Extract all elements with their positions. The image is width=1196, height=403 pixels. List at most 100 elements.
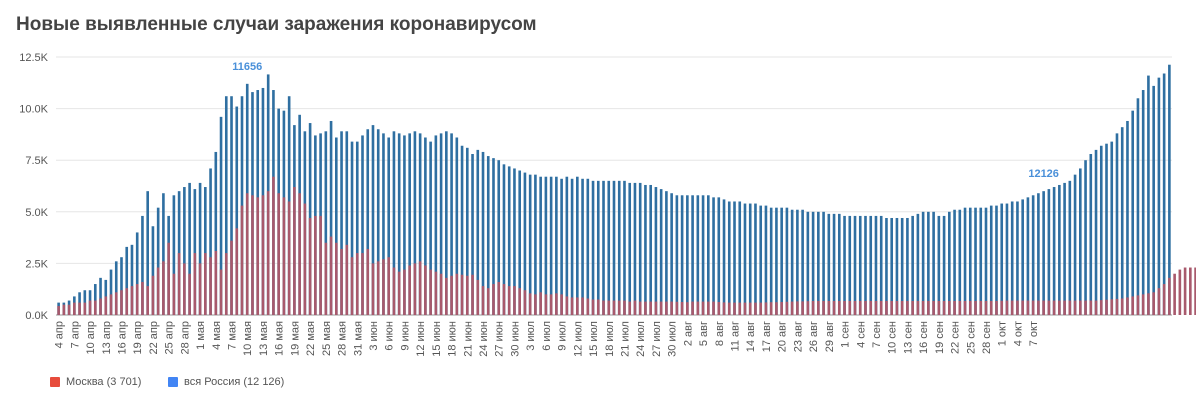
bar-russia	[942, 215, 946, 315]
bar-russia	[350, 141, 354, 315]
bar-moscow	[455, 273, 459, 315]
bar-russia	[528, 174, 532, 315]
x-tick-label: 20 авг	[777, 321, 789, 352]
bar-russia	[465, 147, 469, 315]
bar-russia	[434, 135, 438, 315]
bar-russia	[376, 129, 380, 315]
bar-russia	[408, 133, 411, 315]
x-tick-label: 12 июн	[415, 321, 427, 357]
bar-russia	[209, 168, 212, 315]
bar-moscow	[209, 257, 212, 315]
bar-moscow	[612, 300, 616, 315]
y-tick-label: 12.5K	[19, 52, 48, 64]
bar-moscow	[1120, 298, 1124, 315]
bar-moscow	[1021, 300, 1024, 315]
bar-russia	[560, 178, 563, 315]
legend-swatch-russia	[168, 377, 178, 387]
x-tick-label: 30 июл	[667, 321, 679, 357]
bar-moscow	[329, 236, 333, 315]
bar-moscow	[853, 300, 857, 315]
bar-moscow	[874, 300, 878, 315]
bar-russia	[518, 170, 521, 315]
bar-russia	[869, 215, 873, 315]
bar-russia	[523, 172, 527, 315]
bar-russia	[1120, 127, 1124, 316]
bar-moscow	[371, 263, 375, 315]
bar-russia	[974, 207, 977, 315]
bar-moscow	[366, 248, 370, 315]
bar-russia	[1052, 187, 1056, 315]
bar-russia	[429, 141, 432, 315]
x-tick-label: 4 апр	[54, 321, 66, 348]
bar-russia	[476, 149, 480, 315]
bar-moscow	[230, 240, 233, 315]
x-tick-label: 7 апр	[69, 321, 81, 348]
bar-russia	[418, 133, 422, 315]
bar-moscow	[214, 251, 218, 315]
bar-russia	[403, 135, 406, 315]
bar-russia	[366, 129, 370, 315]
bar-russia	[1068, 180, 1072, 315]
bar-moscow	[1147, 293, 1150, 315]
bar-russia	[392, 131, 396, 315]
peak-annotation: 11656	[232, 61, 262, 73]
bar-russia	[701, 195, 705, 315]
bar-russia	[722, 199, 726, 315]
bar-moscow	[659, 301, 663, 315]
bar-moscow	[57, 306, 60, 315]
x-tick-label: 28 апр	[179, 321, 191, 354]
bar-moscow	[670, 301, 673, 315]
x-tick-label: 4 сен	[855, 321, 867, 348]
bar-moscow	[691, 301, 694, 315]
bar-russia	[696, 195, 700, 315]
x-tick-label: 1 сен	[840, 321, 852, 348]
x-tick-label: 13 апр	[101, 321, 113, 354]
bar-russia	[555, 176, 558, 315]
x-tick-label: 4 мая	[211, 321, 223, 350]
bar-moscow	[801, 301, 804, 315]
bar-moscow	[906, 300, 909, 315]
bar-moscow	[1162, 284, 1166, 315]
bar-moscow	[769, 302, 773, 315]
bar-moscow	[1173, 273, 1176, 315]
bar-moscow	[141, 281, 144, 315]
bar-russia	[649, 184, 652, 315]
bar-moscow	[1194, 267, 1196, 315]
bar-moscow	[748, 302, 752, 315]
bar-moscow	[1016, 300, 1019, 315]
legend-item-russia[interactable]: вся Россия (12 126)	[168, 376, 284, 388]
bar-moscow	[911, 300, 914, 315]
legend-item-moscow[interactable]: Москва (3 701)	[50, 376, 141, 388]
bar-moscow	[675, 301, 679, 315]
y-tick-label: 7.5K	[25, 155, 48, 167]
bar-moscow	[555, 293, 558, 315]
bar-moscow	[576, 297, 579, 315]
bar-russia	[1147, 75, 1150, 316]
bar-russia	[114, 261, 118, 315]
bar-moscow	[1168, 277, 1171, 315]
bar-moscow	[73, 302, 76, 315]
bar-moscow	[596, 299, 600, 315]
y-tick-label: 2.5K	[25, 258, 48, 270]
bar-moscow	[272, 176, 275, 315]
bar-moscow	[895, 300, 899, 315]
x-tick-label: 10 апр	[85, 321, 97, 354]
bar-russia	[837, 213, 841, 315]
x-tick-label: 24 июн	[478, 321, 490, 357]
bar-moscow	[1068, 300, 1072, 315]
x-tick-label: 7 мая	[227, 321, 239, 350]
bar-russia	[958, 209, 962, 315]
bar-moscow	[1183, 267, 1187, 315]
bar-moscow	[335, 242, 338, 315]
bar-moscow	[722, 302, 726, 315]
x-tick-label: 16 мая	[274, 321, 286, 356]
x-tick-label: 25 мая	[321, 321, 333, 356]
bar-russia	[743, 203, 747, 315]
bar-moscow	[738, 302, 742, 315]
bar-russia	[775, 207, 778, 315]
bar-moscow	[539, 292, 542, 315]
bar-moscow	[408, 265, 411, 315]
bar-moscow	[921, 300, 925, 315]
bar-russia	[932, 211, 935, 315]
bar-moscow	[355, 253, 359, 315]
